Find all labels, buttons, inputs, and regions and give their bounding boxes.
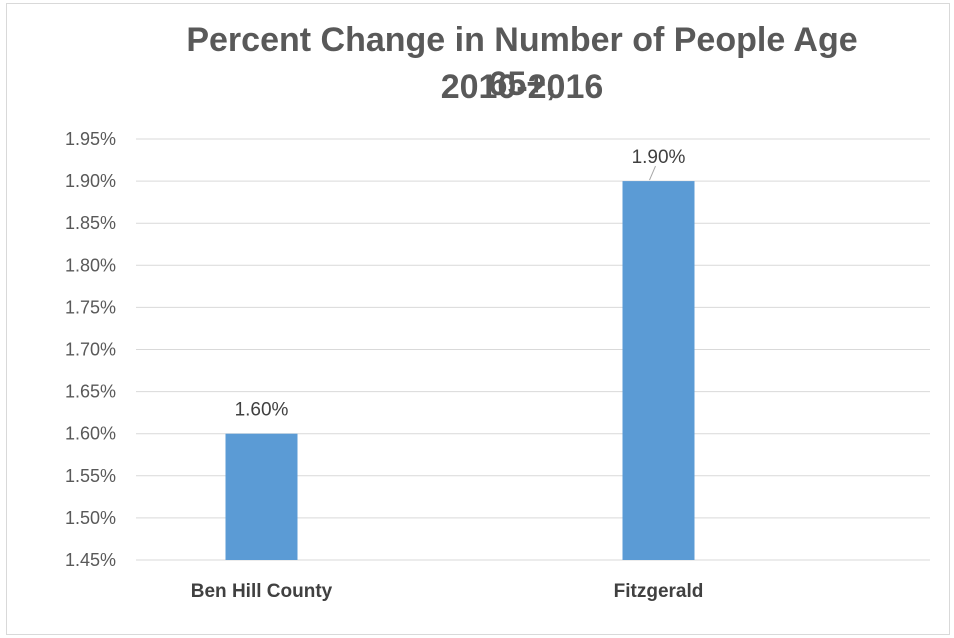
data-label-leader-line	[649, 165, 656, 181]
x-category-label: Fitzgerald	[614, 581, 704, 602]
x-category-label: Ben Hill County	[191, 581, 333, 602]
y-tick-label: 1.95%	[65, 129, 116, 149]
data-label: 1.90%	[632, 147, 686, 168]
data-label: 1.60%	[235, 400, 289, 421]
y-tick-label: 1.70%	[65, 340, 116, 360]
y-tick-label: 1.90%	[65, 171, 116, 191]
chart-frame	[6, 3, 950, 635]
y-tick-label: 1.75%	[65, 297, 116, 317]
y-tick-label: 1.55%	[65, 466, 116, 486]
y-tick-label: 1.50%	[65, 508, 116, 528]
y-tick-label: 1.85%	[65, 213, 116, 233]
bar-ben-hill-county	[225, 433, 298, 560]
y-tick-label: 1.80%	[65, 255, 116, 275]
y-tick-label: 1.65%	[65, 382, 116, 402]
chart-title-line-1: Percent Change in Number of People Age 6…	[186, 21, 858, 103]
y-tick-label: 1.45%	[65, 550, 116, 570]
chart-title-line-2: 2010-2016	[440, 68, 604, 106]
y-tick-label: 1.60%	[65, 424, 116, 444]
bar-fitzgerald	[622, 181, 695, 560]
